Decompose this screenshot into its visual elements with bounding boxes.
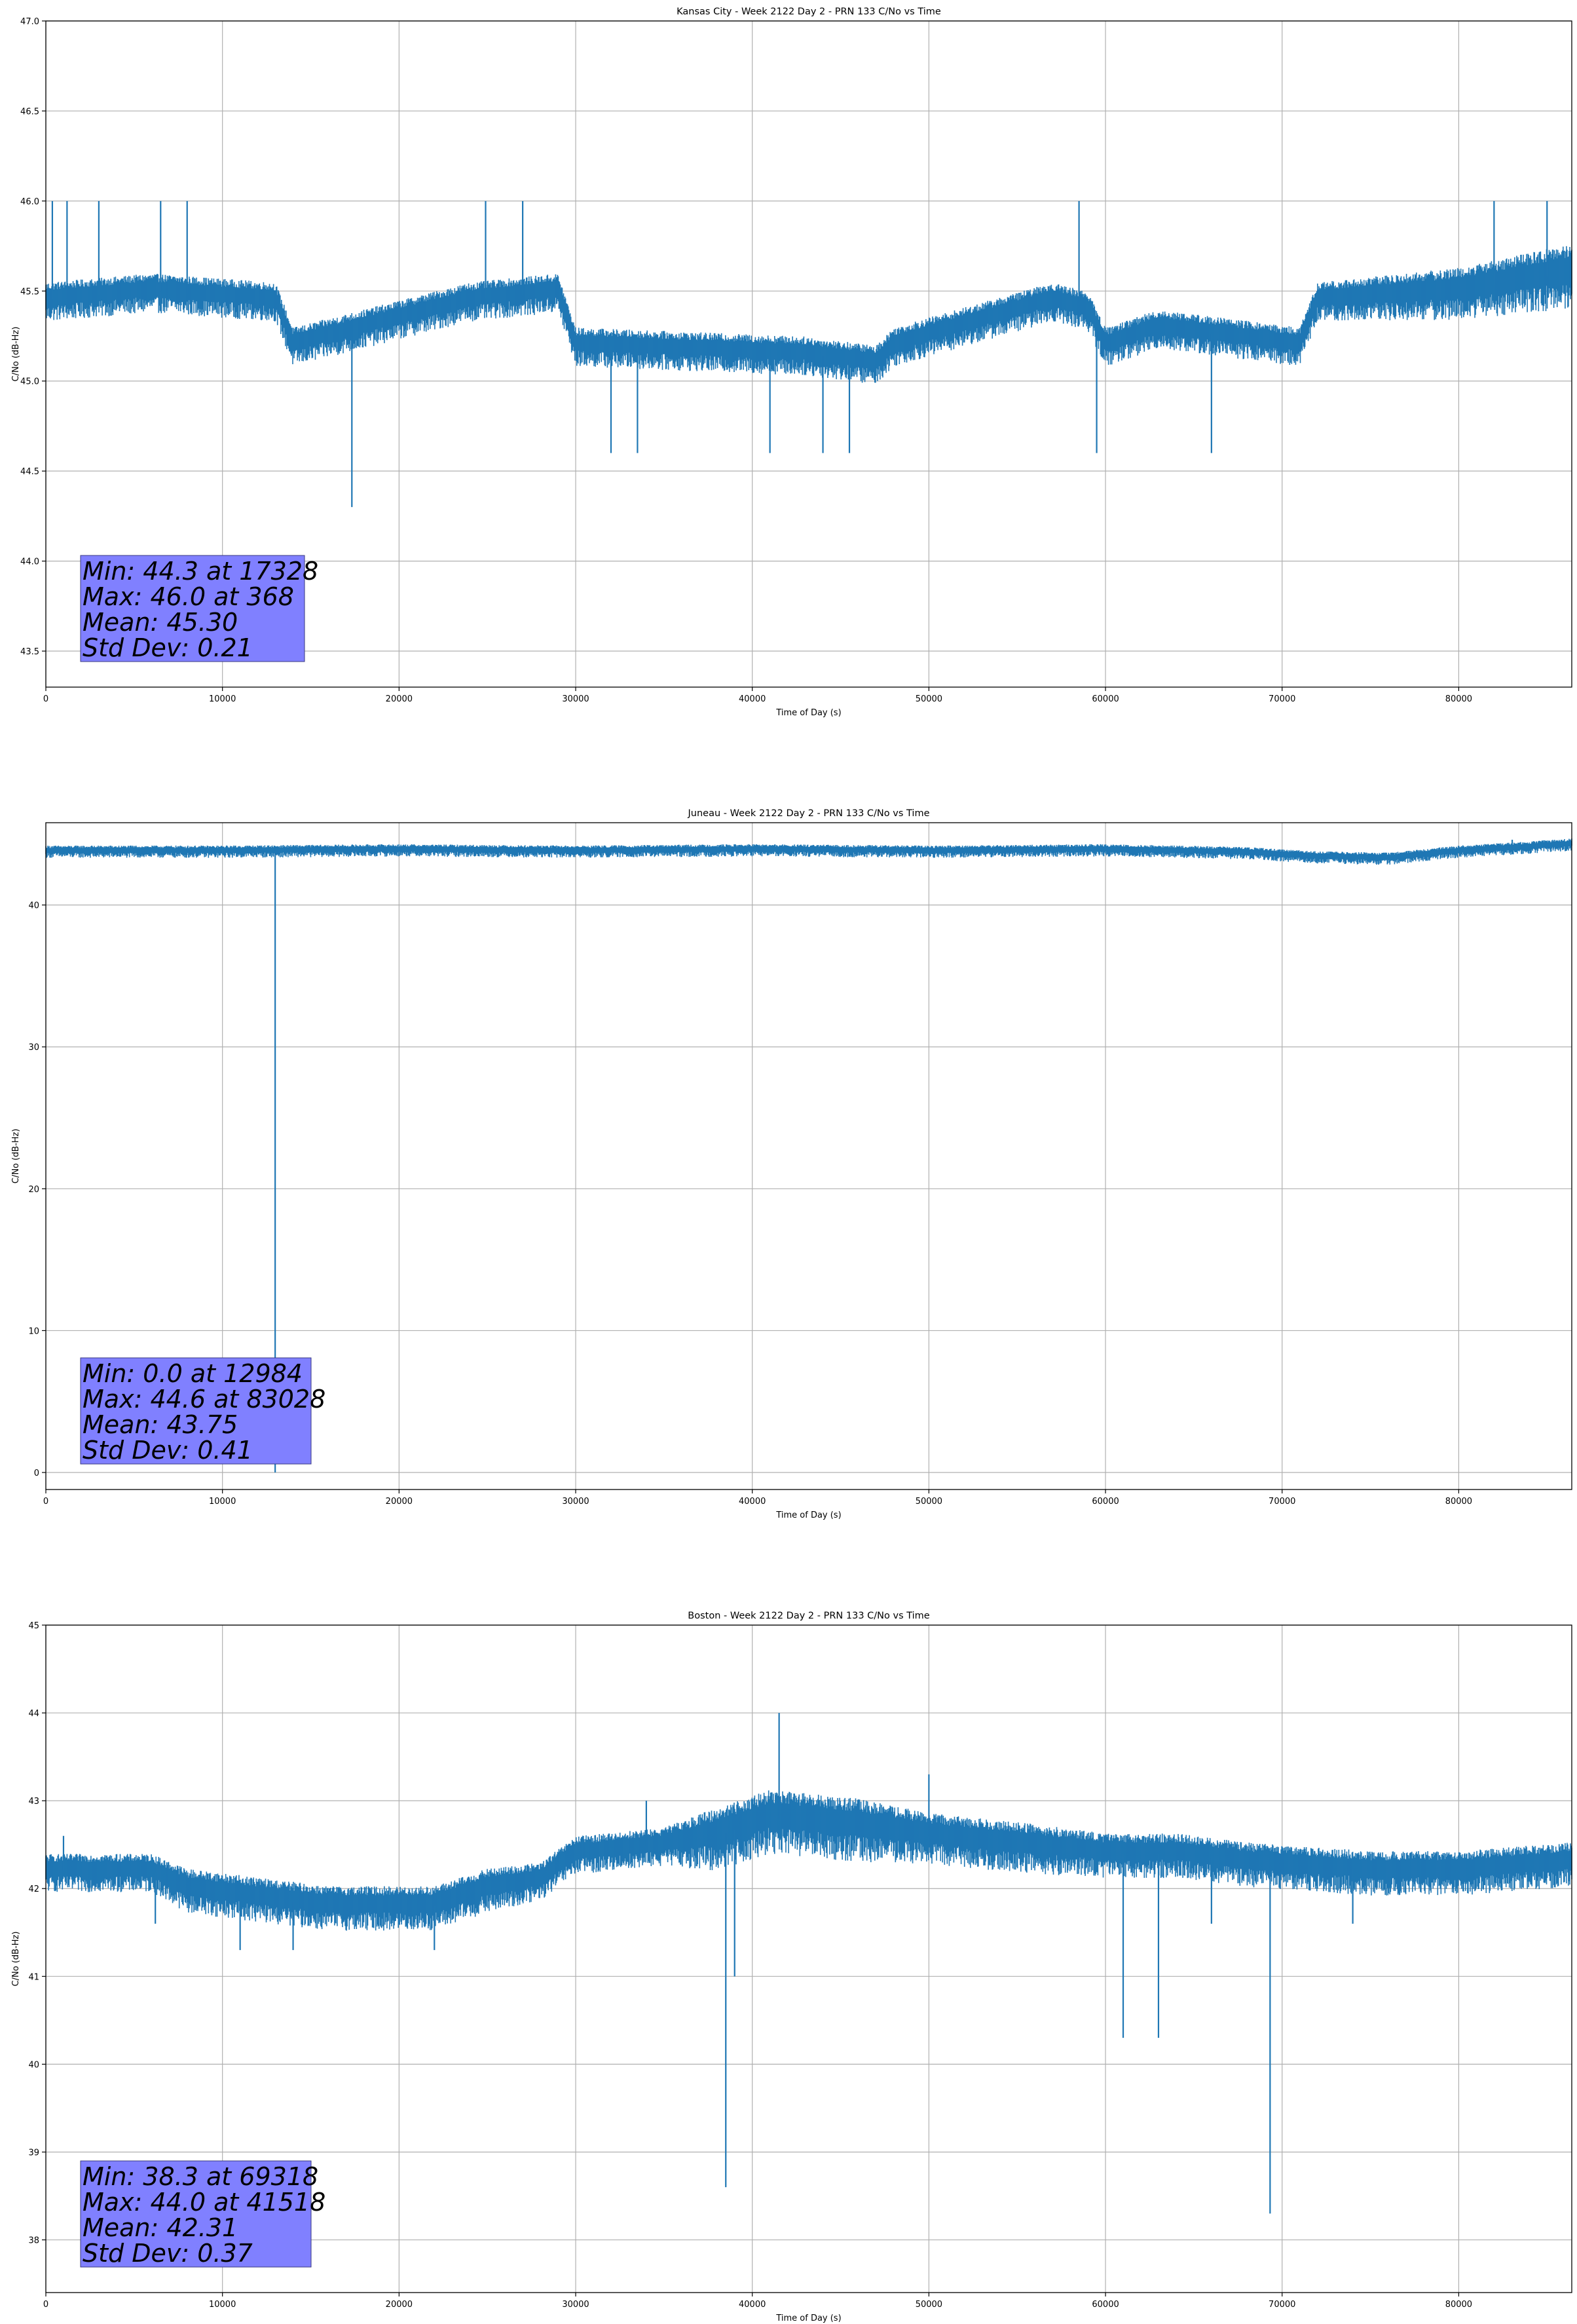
x-tick-label: 30000 (562, 694, 589, 704)
y-tick-label: 45.0 (20, 377, 39, 387)
x-tick-label: 20000 (386, 694, 413, 704)
stats-line: Mean: 45.30 (83, 608, 238, 637)
x-tick-label: 50000 (916, 1497, 942, 1507)
axes-frame (45, 822, 1572, 1490)
x-tick-label: 30000 (562, 1497, 589, 1507)
stats-line: Max: 46.0 at 368 (83, 582, 294, 611)
y-tick-label: 44.0 (20, 557, 39, 567)
stats-box-background (80, 555, 305, 662)
stats-line: Min: 44.3 at 17328 (83, 557, 318, 586)
series-line (45, 838, 1572, 1473)
y-axis-label: C/No (dB-Hz) (11, 327, 21, 382)
stats-line: Max: 44.6 at 83028 (83, 1385, 325, 1414)
y-tick-label: 46.0 (20, 197, 39, 207)
series-line (45, 200, 1572, 508)
chart-panel-1: 0 10000 20000 30000 40000 50000 60000 70000 8000… (11, 7, 1572, 718)
x-tick-label: 70000 (1269, 1497, 1295, 1507)
x-tick-label: 20000 (386, 1497, 413, 1507)
stats-box-background (80, 1357, 312, 1465)
x-axis-label: Time of Day (s) (775, 1510, 841, 1520)
chart-panel-2: 0 10000 20000 30000 40000 50000 60000 70000 8000… (11, 808, 1572, 1520)
x-tick-label: 60000 (1092, 1497, 1119, 1507)
x-tick-label: 10000 (209, 1497, 236, 1507)
y-tick-label: 47.0 (20, 17, 39, 27)
y-tick-label: 30 (28, 1043, 39, 1053)
stats-line: Std Dev: 0.41 (83, 1436, 253, 1465)
x-tick-label: 80000 (1445, 694, 1472, 704)
x-tick-label: 40000 (739, 694, 766, 704)
y-axis-label: C/No (dB-Hz) (11, 1129, 21, 1184)
x-tick-label: 0 (43, 1497, 48, 1507)
stats-line: Std Dev: 0.21 (83, 633, 253, 662)
x-tick-label: 40000 (739, 1497, 766, 1507)
y-tick-label: 0 (34, 1469, 39, 1478)
stats-line: Min: 0.0 at 12984 (83, 1359, 303, 1388)
stats-line: Mean: 43.75 (83, 1410, 238, 1439)
chart-title: Juneau - Week 2122 Day 2 - PRN 133 C/No … (688, 808, 930, 819)
x-tick-label: 80000 (1445, 1497, 1472, 1507)
series-line (45, 1713, 1572, 2214)
y-tick-label: 43.5 (20, 647, 39, 657)
y-tick-label: 20 (28, 1185, 39, 1195)
chart-title: Kansas City - Week 2122 Day 2 - PRN 133 … (677, 7, 941, 17)
y-tick-label: 10 (28, 1326, 39, 1336)
x-tick-label: 70000 (1269, 694, 1295, 704)
x-tick-label: 50000 (916, 694, 942, 704)
y-tick-label: 46.5 (20, 107, 39, 117)
y-tick-label: 40 (28, 901, 39, 911)
y-tick-label: 45.5 (20, 287, 39, 297)
chart-panel-3: 0 10000 20000 30000 40000 50000 60000 70000 8000… (11, 1611, 1572, 2323)
x-tick-label: 10000 (209, 694, 236, 704)
x-axis-label: Time of Day (s) (775, 708, 841, 718)
x-tick-label: 0 (43, 694, 48, 704)
x-tick-label: 60000 (1092, 694, 1119, 704)
axes-frame (45, 20, 1572, 688)
y-tick-label: 44.5 (20, 467, 39, 477)
